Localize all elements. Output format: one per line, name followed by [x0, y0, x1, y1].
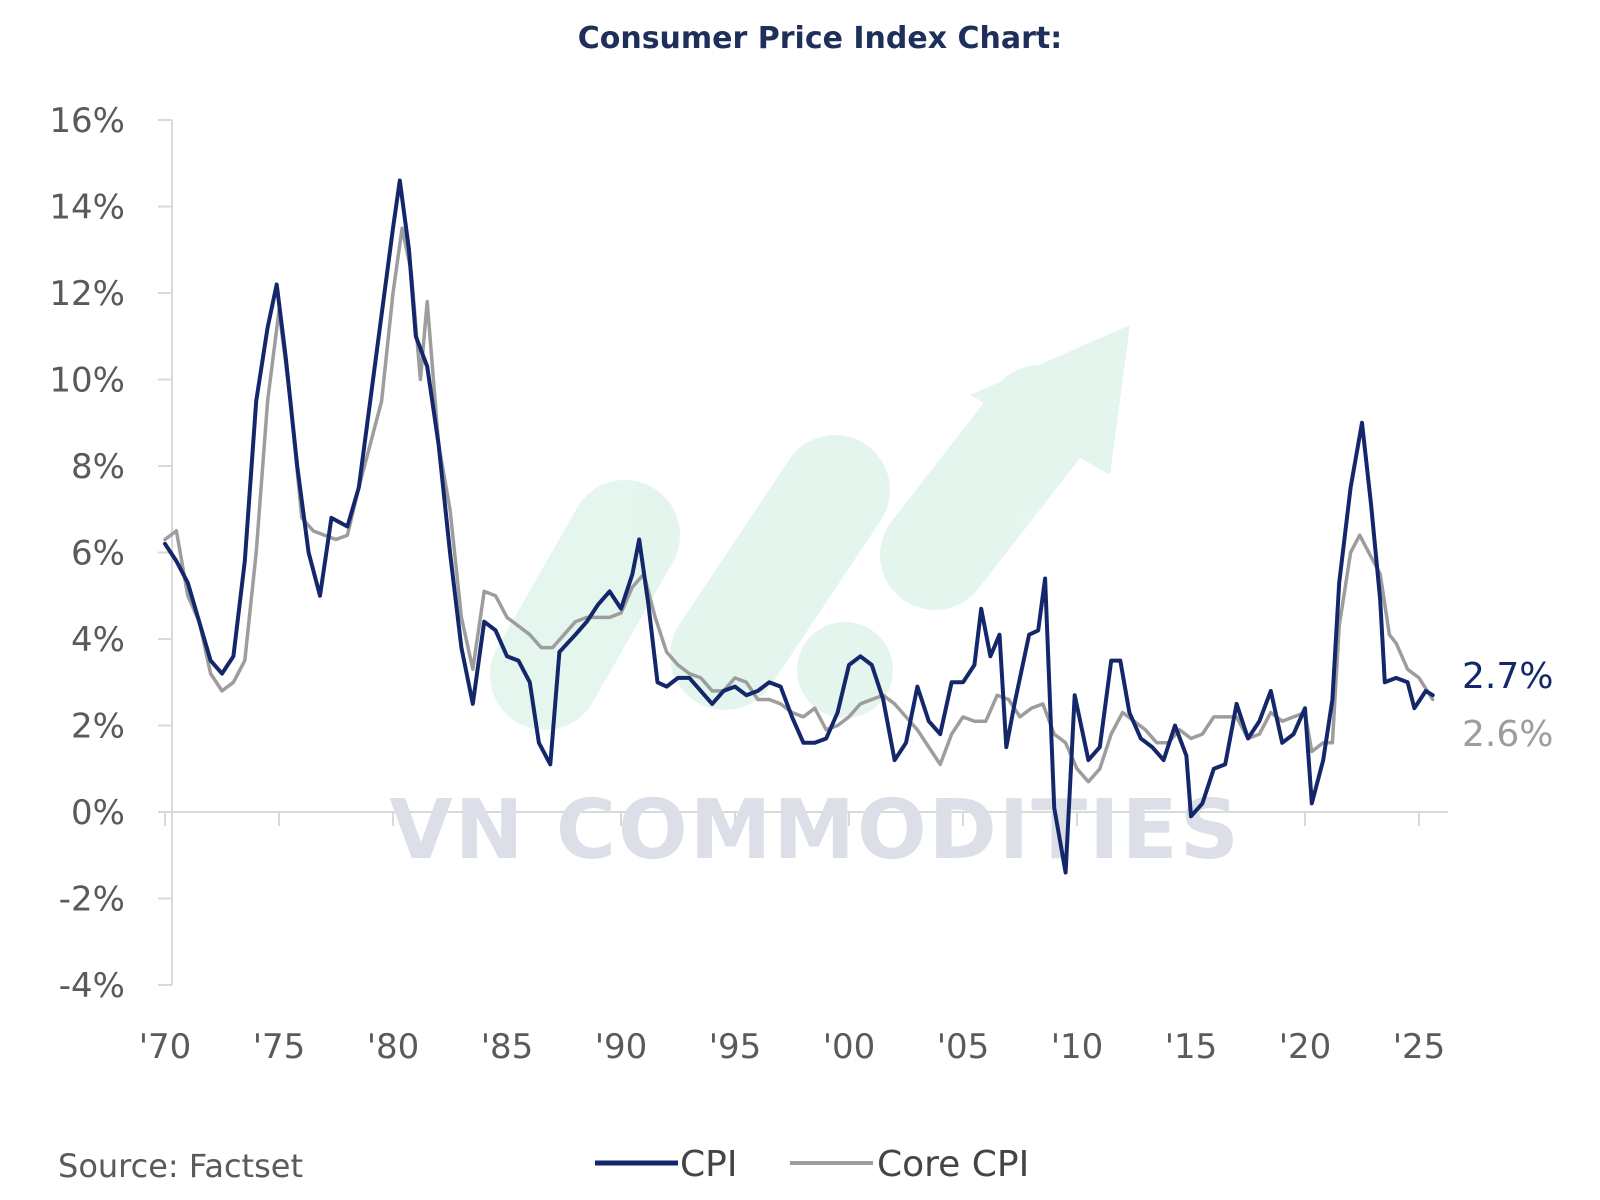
x-tick-label: '75 — [253, 1027, 306, 1067]
tick-labels: -4% -2% 0% 2% 4% 6% 8% 10% 12% 14% 16% '70 '75 '80 '85… — [49, 101, 1445, 1067]
x-tick-label: '70 — [139, 1027, 192, 1067]
x-tick-label: '95 — [709, 1027, 762, 1067]
y-tick-label: 14% — [49, 188, 125, 228]
y-tick-label: 16% — [49, 101, 125, 141]
x-tick-label: '05 — [937, 1027, 990, 1067]
legend-label-core-cpi: Core CPI — [877, 1144, 1029, 1185]
y-tick-label: -4% — [59, 966, 125, 1006]
x-tick-label: '10 — [1051, 1027, 1104, 1067]
arrow-dot — [797, 622, 893, 718]
series-layer — [163, 178, 1435, 875]
series-line-core-cpi — [163, 226, 1435, 784]
watermark: VN COMMODITIES — [389, 783, 1241, 878]
end-label-core-cpi: 2.6% — [1462, 714, 1553, 755]
x-tick-label: '85 — [481, 1027, 534, 1067]
arrow-stroke-2 — [670, 435, 890, 710]
y-tick-label: -2% — [59, 880, 125, 920]
series-line-cpi — [163, 178, 1435, 875]
arrow-head — [970, 325, 1130, 475]
chart-title: Consumer Price Index Chart: — [578, 21, 1063, 56]
legend: CPI Core CPI — [595, 1144, 1029, 1185]
end-labels: 2.7% 2.6% — [1462, 656, 1553, 755]
decorative-arrow-icon — [490, 325, 1130, 730]
y-tick-label: 2% — [71, 707, 125, 747]
y-tick-label: 6% — [71, 534, 125, 574]
x-tick-label: '80 — [367, 1027, 420, 1067]
y-tick-label: 10% — [49, 361, 125, 401]
y-tick-label: 4% — [71, 620, 125, 660]
y-tick-label: 8% — [71, 447, 125, 487]
y-tick-label: 12% — [49, 274, 125, 314]
x-tick-label: '15 — [1165, 1027, 1218, 1067]
arrow-stroke-1 — [490, 480, 680, 730]
legend-label-cpi: CPI — [680, 1144, 737, 1185]
y-tick-label: 0% — [71, 793, 125, 833]
x-tick-label: '25 — [1393, 1027, 1446, 1067]
x-tick-label: '90 — [595, 1027, 648, 1067]
source-note: Source: Factset — [58, 1147, 303, 1185]
x-tick-label: '20 — [1279, 1027, 1332, 1067]
x-tick-label: '00 — [823, 1027, 876, 1067]
arrow-stroke-3 — [880, 365, 1095, 610]
end-label-cpi: 2.7% — [1462, 656, 1553, 697]
